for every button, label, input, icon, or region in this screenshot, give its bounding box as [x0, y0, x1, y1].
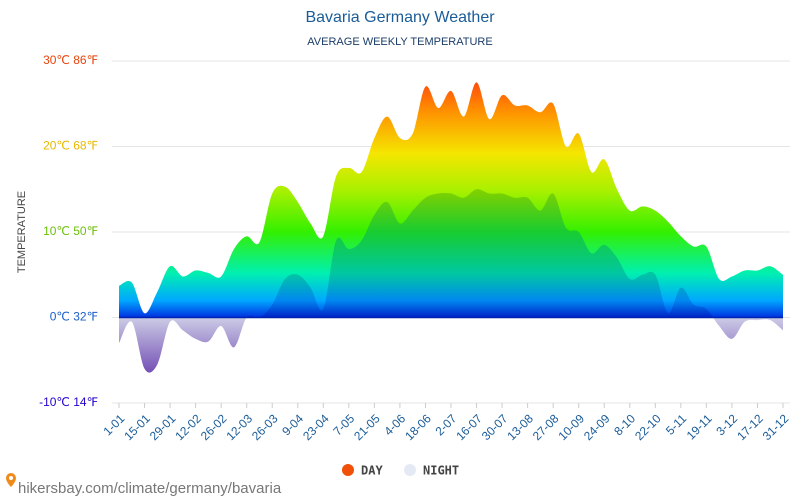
x-tick-label: 24-09	[581, 411, 613, 443]
y-tick-label: 0℃ 32℉	[50, 310, 98, 324]
y-tick-label: -10℃ 14℉	[39, 395, 98, 409]
source: hikersbay.com/climate/germany/bavaria	[18, 480, 282, 497]
chart-title: Bavaria Germany Weather	[305, 9, 495, 26]
source-icon	[6, 473, 16, 487]
y-tick-label: 20℃ 68℉	[43, 139, 98, 153]
x-tick-label: 12-02	[172, 411, 204, 443]
chart-subtitle: AVERAGE WEEKLY TEMPERATURE	[307, 36, 492, 48]
legend-marker	[404, 464, 416, 476]
x-tick-label: 26-02	[198, 411, 230, 443]
x-tick-label: 30-07	[479, 411, 511, 443]
x-tick-label: 31-12	[760, 411, 792, 443]
legend-marker	[342, 464, 354, 476]
legend-label: DAY	[361, 464, 383, 478]
y-tick-label: 10℃ 50℉	[43, 224, 98, 238]
x-tick-label: 27-08	[530, 411, 562, 443]
x-tick-label: 10-09	[555, 411, 587, 443]
x-tick-label: 29-01	[147, 411, 179, 443]
x-tick-label: 19-11	[684, 411, 715, 442]
area-1	[119, 189, 783, 373]
x-tick-label: 13-08	[504, 411, 536, 443]
y-tick-label: 30℃ 86℉	[43, 53, 98, 67]
legend-label: NIGHT	[423, 464, 459, 478]
x-tick-label: 17-12	[734, 411, 766, 443]
x-tick-label: 21-05	[351, 411, 383, 443]
x-tick-label: 15-01	[121, 411, 153, 443]
x-tick-label: 16-07	[453, 411, 485, 443]
x-tick-label: 22-10	[632, 411, 664, 443]
x-tick-label: 18-06	[402, 411, 434, 443]
y-axis-label: TEMPERATURE	[16, 191, 28, 273]
x-tick-label: 26-03	[249, 411, 281, 443]
x-tick-label: 12-03	[223, 411, 255, 443]
x-tick-label: 23-04	[300, 411, 332, 443]
